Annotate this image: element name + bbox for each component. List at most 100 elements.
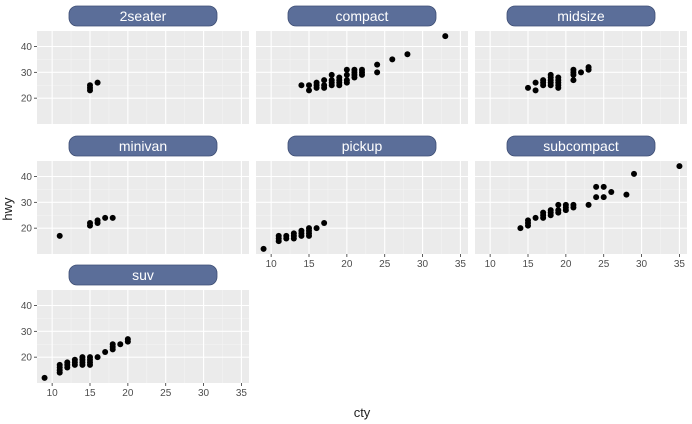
facet-panel-minivan: minivan 20 30 40 <box>21 135 249 254</box>
data-point <box>578 69 584 76</box>
facet-strip-label: minivan <box>119 138 167 154</box>
y-tick-label: 30 <box>21 198 33 209</box>
data-point <box>570 66 577 73</box>
data-point <box>631 170 637 177</box>
data-point <box>562 201 569 208</box>
data-point <box>532 214 539 221</box>
data-point <box>94 217 101 224</box>
data-point <box>94 354 101 361</box>
x-tick-label: 15 <box>303 259 315 270</box>
data-point <box>275 232 282 239</box>
panel-background <box>37 161 249 254</box>
data-point <box>102 214 109 221</box>
data-point <box>306 225 312 232</box>
data-point <box>109 341 116 348</box>
panel-background <box>475 31 687 124</box>
x-tick-label: 15 <box>84 388 96 399</box>
x-tick-label: 20 <box>122 388 134 399</box>
facet-strip-label: midsize <box>557 8 605 24</box>
x-tick-label: 20 <box>560 259 572 270</box>
data-point <box>124 336 131 343</box>
facet-panels: 2seater 20 30 40 compact midsize minivan 20 30 40… <box>21 5 687 399</box>
x-tick-label: 30 <box>636 259 648 270</box>
x-tick-label: 10 <box>266 259 278 270</box>
data-point <box>298 82 305 89</box>
facet-strip-label: compact <box>336 8 389 24</box>
data-point <box>570 77 577 84</box>
facet-panel-midsize: midsize <box>475 5 687 124</box>
data-point <box>374 61 381 68</box>
data-point <box>359 69 365 76</box>
data-point <box>313 225 320 232</box>
data-point <box>56 232 63 239</box>
data-point <box>321 84 328 91</box>
data-point <box>298 227 305 234</box>
x-tick-label: 35 <box>455 259 467 270</box>
data-point <box>555 84 562 91</box>
data-point <box>290 230 297 237</box>
data-point <box>555 201 562 208</box>
data-point <box>547 207 554 214</box>
facet-strip-label: suv <box>132 267 154 283</box>
data-point <box>525 84 531 91</box>
x-tick-label: 35 <box>236 388 248 399</box>
y-tick-label: 30 <box>21 327 33 338</box>
data-point <box>585 64 592 71</box>
data-point <box>593 183 600 190</box>
data-point <box>102 349 109 355</box>
data-point <box>109 214 116 221</box>
facet-panel-2seater: 2seater 20 30 40 <box>21 5 249 124</box>
x-tick-label: 25 <box>160 388 172 399</box>
data-point <box>532 87 539 94</box>
data-point <box>87 220 93 226</box>
data-point <box>79 354 86 361</box>
facet-strip-label: pickup <box>342 138 383 154</box>
data-point <box>283 232 290 239</box>
facet-panel-compact: compact <box>256 5 468 124</box>
data-point <box>442 33 449 40</box>
data-point <box>540 77 547 84</box>
data-point <box>328 82 335 89</box>
x-tick-label: 15 <box>522 259 534 270</box>
data-point <box>555 74 562 81</box>
data-point <box>404 51 411 58</box>
y-tick-label: 30 <box>21 68 33 79</box>
data-point <box>71 356 78 363</box>
data-point <box>343 66 350 73</box>
data-point <box>623 191 630 198</box>
panel-background <box>475 161 687 254</box>
facet-strip <box>506 135 656 157</box>
x-tick-label: 30 <box>417 259 429 270</box>
y-tick-label: 20 <box>21 353 33 364</box>
x-tick-label: 20 <box>341 259 353 270</box>
data-point <box>600 194 607 201</box>
facet-strip-label: 2seater <box>120 8 167 24</box>
data-point <box>306 82 312 89</box>
data-point <box>525 217 531 224</box>
data-point <box>328 71 335 78</box>
data-point <box>321 220 328 226</box>
y-tick-label: 40 <box>21 301 33 312</box>
data-point <box>570 201 577 208</box>
data-point <box>94 79 101 86</box>
data-point <box>343 79 350 86</box>
data-point <box>336 82 343 89</box>
facet-strip <box>68 264 218 286</box>
data-point <box>374 69 381 76</box>
facet-panel-subcompact: subcompact 10 15 20 25 30 35 <box>475 135 687 270</box>
data-point <box>555 207 562 214</box>
y-tick-label: 20 <box>21 94 33 105</box>
data-point <box>117 341 124 348</box>
data-point <box>306 87 312 94</box>
y-tick-label: 20 <box>21 224 33 235</box>
data-point <box>517 225 524 232</box>
facet-strip <box>68 135 218 157</box>
data-point <box>64 359 71 366</box>
data-point <box>343 71 350 78</box>
y-tick-label: 40 <box>21 172 33 183</box>
facet-strip <box>506 5 656 27</box>
y-tick-label: 40 <box>21 42 33 53</box>
data-point <box>540 209 547 216</box>
x-tick-label: 35 <box>674 259 686 270</box>
